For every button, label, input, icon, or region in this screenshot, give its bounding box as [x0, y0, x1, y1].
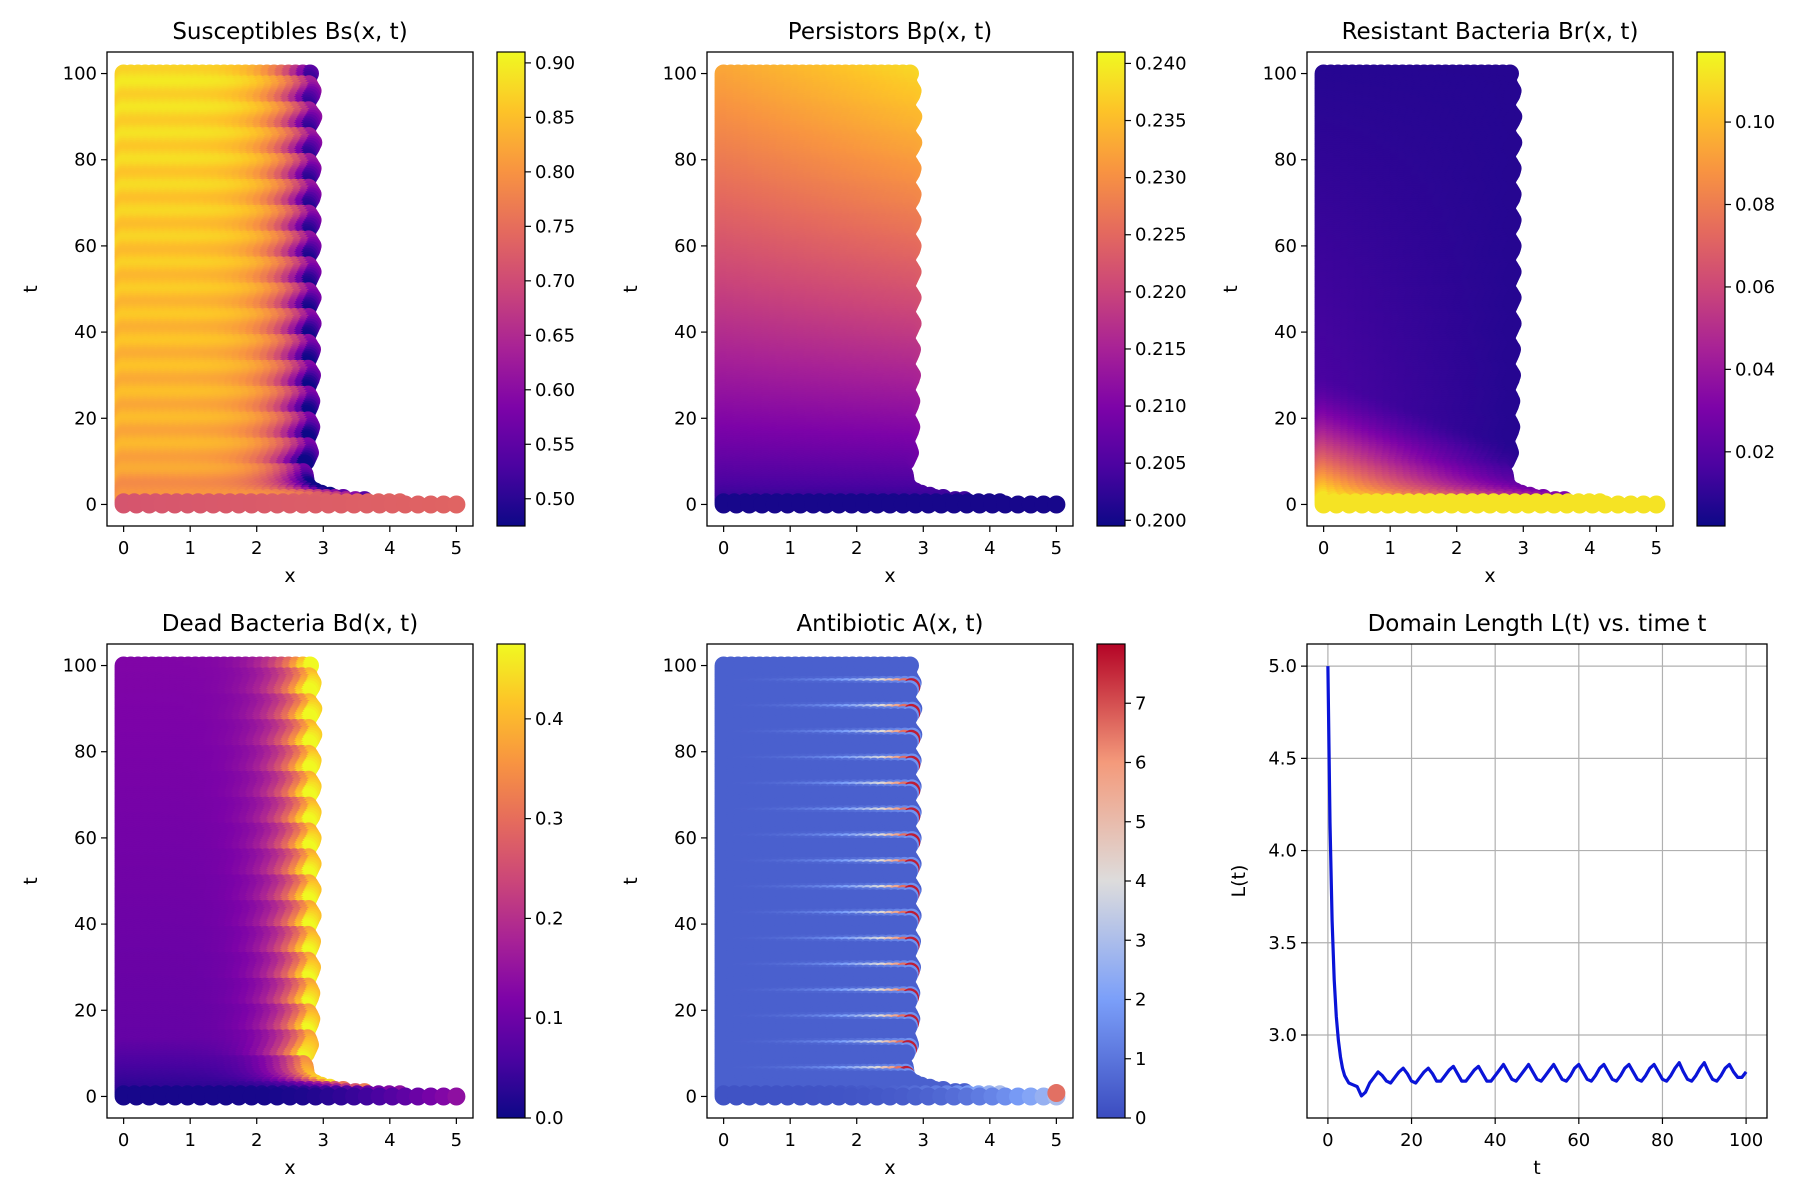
subplot-1: 0.500.550.600.650.700.750.800.850.900 1 2 3… [20, 19, 575, 587]
scatter-points [114, 64, 466, 514]
